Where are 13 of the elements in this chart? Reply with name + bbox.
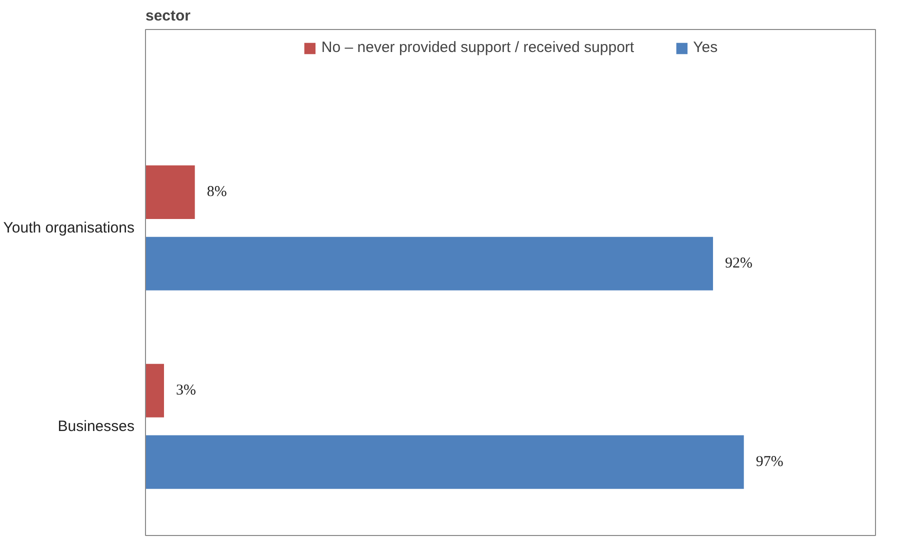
data-label: 97% <box>756 454 784 470</box>
chart-title: sector <box>146 8 191 24</box>
bar <box>146 236 714 290</box>
bar <box>146 435 744 489</box>
data-label: 3% <box>176 382 196 399</box>
legend-label: No – never provided support / received support <box>321 39 634 56</box>
bar <box>146 165 195 219</box>
legend-label: Yes <box>693 39 718 56</box>
y-tick-label: Youth organisations <box>3 219 135 236</box>
bar <box>146 364 164 418</box>
data-label: 92% <box>725 256 753 272</box>
y-tick-label: Businesses <box>58 418 135 435</box>
data-label: 8% <box>206 184 227 200</box>
